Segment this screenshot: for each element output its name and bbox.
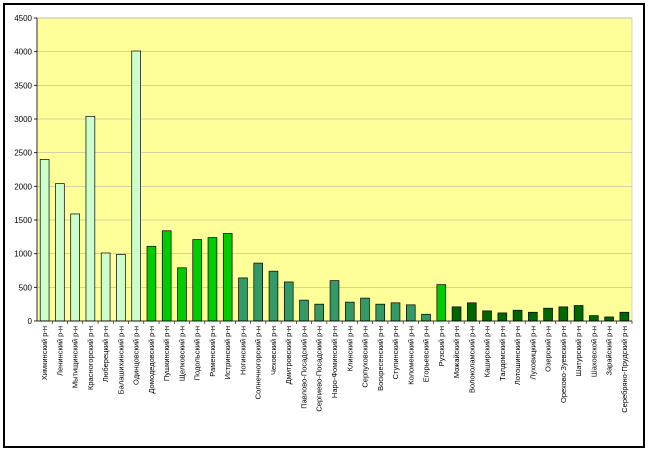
x-tick-label: Ступинский р-н [391,326,400,379]
x-tick-label: Луховицкий р-н [528,326,537,380]
y-tick-label: 1000 [14,250,32,259]
y-tick-label: 3000 [14,115,32,124]
bar [497,312,508,322]
y-tick-label: 0 [28,317,33,326]
x-tick-label: Рузский р-н [437,326,446,366]
x-tick-label: Домодедовский р-н [147,326,156,394]
x-tick-label: Можайский р-н [452,326,461,378]
bar [528,311,538,322]
bar [573,305,584,322]
x-tick-label: Талдомский р-н [498,326,507,381]
x-tick-label: Воскресенский р-н [376,326,385,391]
bar [390,302,401,322]
x-tick-label: Шатурский р-н [574,326,583,377]
bar [375,303,386,322]
y-tick-label: 1500 [14,216,32,225]
bar [238,277,248,322]
bar [283,281,294,322]
bar [329,280,340,322]
x-tick-label: Клинский р-н [345,326,354,371]
y-tick-label: 3500 [14,81,32,90]
x-tick-label: Орехово-Зуевский р-н [559,326,568,403]
y-tick-label: 4500 [14,14,32,23]
x-tick-label: Дмитровский р-н [284,326,293,384]
x-tick-label: Волоколамский р-н [467,326,476,393]
bar [436,284,447,322]
x-tick-label: Зарайский р-н [605,326,614,376]
y-tick-label: 2000 [14,182,32,191]
x-tick-label: Коломенский р-н [406,326,415,385]
x-tick-label: Пушкинский р-н [162,326,171,381]
x-tick-label: Наро-Фоминский р-н [330,326,339,398]
y-tick-label: 2500 [14,149,32,158]
bar [161,230,172,322]
bar [543,307,553,322]
bar [253,262,263,322]
x-tick-label: Чеховский р-н [269,326,278,375]
x-tick-label: Шаховской р-н [589,326,598,377]
bar [55,183,65,322]
bar [589,315,599,322]
x-tick-label: Подольский р-н [193,326,202,380]
bar [146,245,157,322]
bar [314,303,325,322]
bar [512,309,523,322]
bar [360,297,370,322]
y-tick-label: 500 [19,283,33,292]
bar [192,239,202,322]
x-tick-label: Ленинский р-н [55,326,64,376]
x-tick-label: Ногинский р-н [238,326,247,375]
x-tick-label: Серебряно-Прудский р-н [620,326,629,413]
y-tick-label: 4000 [14,48,32,57]
x-tick-label: Озерский р-н [544,326,553,372]
x-tick-label: Щелковский р-н [177,326,186,381]
bar [131,50,141,322]
bars [39,50,630,322]
bar [344,301,355,322]
bar [85,115,96,322]
bar [406,304,416,322]
bar [222,233,233,322]
bar [116,253,126,322]
plot-area [36,17,633,322]
x-tick-label: Мытищинский р-н [71,326,80,388]
bar [100,252,111,322]
x-tick-label: Люберецкий р-н [101,326,110,382]
bar [467,302,477,322]
bar [482,310,492,322]
x-tick-label: Серпуховский р-н [361,326,370,388]
x-tick-label: Одинцовский р-н [132,326,141,385]
x-tick-label: Красногорский р-н [86,326,95,390]
x-tick-label: Химкинский р-н [40,326,49,380]
bar [177,267,187,322]
bar [451,306,462,322]
x-tick-label: Раменский р-н [208,326,217,377]
x-tick-label: Истринский р-н [223,326,232,379]
bar [558,306,569,322]
bar [421,313,431,322]
x-tick-label: Сергиево-Посадский р-н [315,326,324,412]
x-tick-label: Лотошинский р-н [513,326,522,385]
bar [299,299,309,322]
bar [70,213,80,322]
x-tick-labels: Химкинский р-н Ленинский р-н Мытищинский р… [40,321,633,413]
x-tick-label: Павлово-Посадский р-н [299,326,308,409]
x-tick-label: Егорьевский р-н [422,326,431,382]
x-tick-label: Солнечногорский р-н [254,326,263,399]
bar [207,237,218,322]
x-tick-label: Каширский р-н [483,326,492,377]
bar [604,316,614,322]
y-tick-labels: 0 500 1000 1500 2000 2500 3000 3500 4000 4500 [14,14,37,326]
bar [268,270,279,322]
x-tick-label: Балашихинский р-н [116,326,125,394]
bar [39,159,50,322]
bar [619,311,630,322]
